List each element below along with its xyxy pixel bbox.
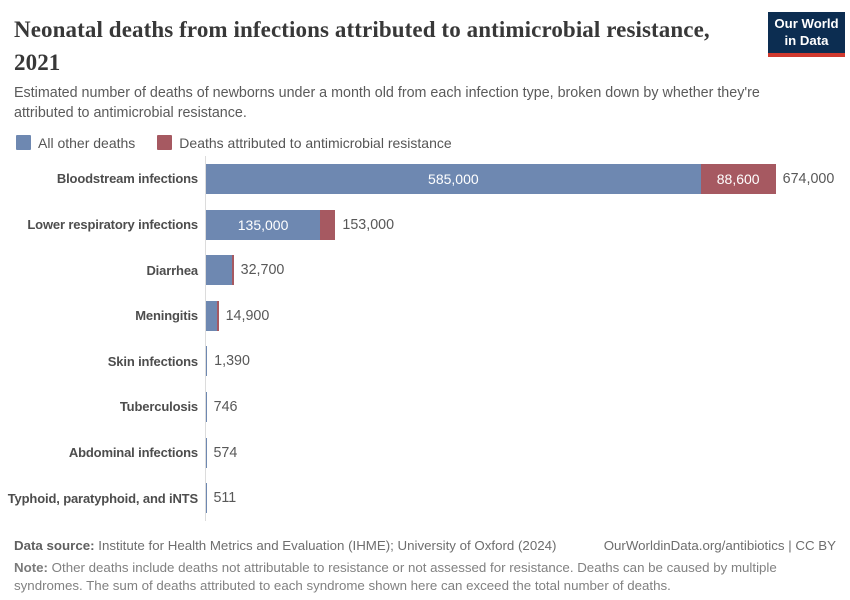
plot-area: 511	[205, 475, 850, 521]
bar-segment-other-deaths[interactable]	[206, 300, 218, 331]
bar-segment-amr-deaths[interactable]	[320, 209, 336, 240]
bar-total-value: 32,700	[240, 262, 285, 279]
bar-total-value: 1,390	[214, 353, 250, 370]
stacked-bar: 135,000	[206, 209, 336, 240]
owid-logo-line2: in Data	[784, 32, 829, 48]
bar-segment-other-deaths[interactable]	[206, 255, 233, 286]
note-text: Other deaths include deaths not attribut…	[14, 559, 777, 594]
bar-total-value: 511	[213, 490, 237, 507]
bar-value-inside: 135,000	[237, 216, 289, 233]
chart-row: Diarrhea 32,700	[0, 247, 850, 293]
stacked-bar	[206, 255, 234, 286]
stacked-bar	[206, 300, 219, 331]
owid-link[interactable]: OurWorldinData.org/antibiotics | CC BY	[603, 537, 836, 553]
bar-segment-amr-deaths[interactable]	[232, 255, 234, 286]
bar-value-inside: 88,600	[716, 170, 760, 187]
plot-area: 1,390	[205, 338, 850, 385]
bar-chart: Bloodstream infections 585,000 88,600 674,0…	[0, 156, 850, 521]
plot-area: 135,000 153,000	[205, 201, 850, 248]
chart-row: Lower respiratory infections 135,000 153,0…	[0, 201, 850, 248]
chart-title-line1: Neonatal deaths from infections attribut…	[14, 17, 710, 42]
bar-segment-other-deaths[interactable]: 585,000	[206, 163, 701, 194]
stacked-bar	[206, 346, 208, 377]
category-label: Tuberculosis	[119, 399, 198, 415]
stacked-bar	[206, 391, 207, 422]
chart-legend: All other deaths Deaths attributed to an…	[16, 134, 836, 151]
category-label: Diarrhea	[146, 262, 198, 278]
plot-area: 32,700	[205, 247, 850, 293]
legend-label-other-deaths: All other deaths	[38, 134, 136, 151]
chart-row: Abdominal infections 574	[0, 429, 850, 476]
category-label: Abdominal infections	[68, 445, 198, 461]
chart-note: Note: Other deaths include deaths not at…	[14, 559, 836, 596]
legend-label-amr-deaths: Deaths attributed to antimicrobial resis…	[179, 134, 452, 151]
chart-row: Meningitis 14,900	[0, 292, 850, 339]
plot-area: 574	[205, 429, 850, 476]
bar-total-value: 746	[213, 398, 238, 415]
chart-footer: Data source: Institute for Health Metric…	[14, 538, 836, 596]
bar-segment-other-deaths[interactable]: 135,000	[206, 209, 321, 240]
category-label: Meningitis	[135, 308, 198, 324]
bar-segment-amr-deaths[interactable]	[217, 300, 219, 331]
chart-row: Tuberculosis 746	[0, 384, 850, 430]
category-label: Lower respiratory infections	[27, 217, 198, 233]
bar-total-value: 14,900	[225, 307, 270, 324]
chart-row: Typhoid, paratyphoid, and iNTS 511	[0, 475, 850, 521]
owid-logo[interactable]: Our World in Data	[768, 12, 845, 57]
source-row: Data source: Institute for Health Metric…	[14, 538, 836, 553]
plot-area: 585,000 88,600 674,000	[205, 156, 850, 202]
data-source-text: Institute for Health Metrics and Evaluat…	[94, 537, 557, 553]
legend-item-amr-deaths[interactable]: Deaths attributed to antimicrobial resis…	[157, 134, 452, 151]
bar-segment-other-deaths[interactable]	[206, 346, 208, 377]
plot-area: 14,900	[205, 292, 850, 339]
chart-row: Bloodstream infections 585,000 88,600 674,0…	[0, 156, 850, 202]
bar-value-inside: 585,000	[428, 170, 479, 187]
chart-title: Neonatal deaths from infections attribut…	[14, 14, 756, 79]
bar-total-value: 674,000	[782, 170, 835, 187]
bar-total-value: 153,000	[342, 216, 395, 233]
chart-subtitle: Estimated number of deaths of newborns u…	[14, 85, 760, 121]
note-label: Note:	[14, 559, 48, 575]
data-source: Data source: Institute for Health Metric…	[14, 538, 556, 553]
bar-total-value: 574	[213, 444, 238, 461]
legend-item-other-deaths[interactable]: All other deaths	[16, 135, 135, 151]
chart-header: Neonatal deaths from infections attribut…	[0, 0, 850, 123]
data-source-label: Data source:	[14, 537, 95, 553]
chart-row: Skin infections 1,390	[0, 338, 850, 385]
stacked-bar: 585,000 88,600	[206, 163, 776, 194]
bar-segment-other-deaths[interactable]	[206, 391, 207, 422]
category-label: Skin infections	[107, 353, 198, 369]
legend-swatch-other-deaths	[16, 135, 31, 151]
chart-title-line2: 2021	[14, 49, 61, 75]
plot-area: 746	[205, 384, 850, 430]
category-label: Bloodstream infections	[56, 171, 198, 187]
category-label: Typhoid, paratyphoid, and iNTS	[7, 490, 198, 506]
owid-logo-line1: Our World	[774, 16, 839, 32]
bar-segment-amr-deaths[interactable]: 88,600	[700, 163, 776, 194]
legend-swatch-amr-deaths	[157, 135, 173, 151]
